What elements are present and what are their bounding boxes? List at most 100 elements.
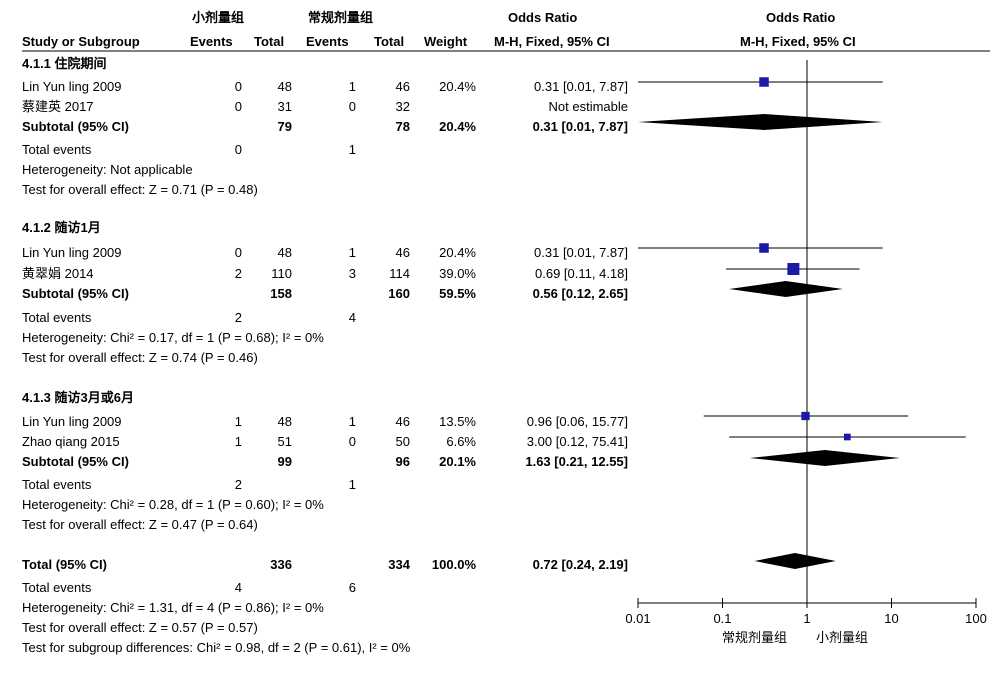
total-events-label: Total events [22, 580, 92, 595]
study-weight: 20.4% [439, 245, 476, 260]
subtotal-label: Subtotal (95% CI) [22, 286, 129, 301]
study-name: Lin Yun ling 2009 [22, 245, 122, 260]
study-ci: 0.96 [0.06, 15.77] [526, 414, 628, 429]
study-events-exp: 0 [234, 79, 242, 94]
subtotal-label: Subtotal (95% CI) [22, 454, 129, 469]
study-marker [843, 433, 851, 441]
total-events-label: Total events [22, 142, 92, 157]
study-name: 黄翠娟 2014 [22, 266, 94, 281]
total-events-exp: 2 [234, 310, 242, 325]
study-events-ctrl: 3 [348, 266, 356, 281]
header-group-ctrl: 常规剂量组 [308, 10, 374, 25]
x-tick-label: 1 [803, 611, 810, 626]
study-weight: 6.6% [446, 434, 476, 449]
plot-layer: 0.01 0.1 1 10 100 [625, 60, 987, 626]
study-events-ctrl: 0 [348, 434, 356, 449]
subtotal-total-exp: 79 [277, 119, 292, 134]
subtotal-total-exp: 158 [270, 286, 292, 301]
study-events-exp: 1 [234, 434, 242, 449]
study-total-ctrl: 46 [395, 245, 410, 260]
total-events-ctrl: 4 [348, 310, 356, 325]
subtotal-total-ctrl: 78 [395, 119, 410, 134]
study-marker [759, 243, 769, 253]
study-weight: 13.5% [439, 414, 476, 429]
x-tick-label: 0.01 [625, 611, 650, 626]
subtotal-ci: 0.56 [0.12, 2.65] [532, 286, 628, 301]
heterogeneity-text: Heterogeneity: Not applicable [22, 162, 193, 177]
subtotal-weight: 20.4% [439, 119, 476, 134]
study-events-exp: 2 [234, 266, 242, 281]
study-total-ctrl: 50 [395, 434, 410, 449]
col-study: Study or Subgroup [22, 34, 140, 49]
col-weight: Weight [424, 34, 468, 49]
heterogeneity-text: Heterogeneity: Chi² = 1.31, df = 4 (P = … [22, 600, 324, 615]
col-method-right: M-H, Fixed, 95% CI [740, 34, 856, 49]
study-total-exp: 48 [277, 414, 292, 429]
total-total-exp: 336 [270, 557, 292, 572]
study-total-ctrl: 114 [389, 266, 410, 281]
study-weight: 39.0% [439, 266, 476, 281]
total-events-ctrl: 1 [348, 477, 356, 492]
study-marker [787, 263, 800, 275]
total-total-ctrl: 334 [388, 557, 410, 572]
header-or-title-right: Odds Ratio [766, 10, 836, 25]
x-tick-label: 10 [884, 611, 898, 626]
study-ci: Not estimable [548, 99, 628, 114]
col-total-exp: Total [254, 34, 285, 49]
col-total-ctrl: Total [374, 34, 405, 49]
study-events-exp: 1 [234, 414, 242, 429]
total-label: Total (95% CI) [22, 557, 107, 572]
study-total-exp: 110 [271, 266, 292, 281]
overall-effect-text: Test for overall effect: Z = 0.47 (P = 0… [22, 517, 258, 532]
subtotal-ci: 0.31 [0.01, 7.87] [532, 119, 628, 134]
subtotal-total-ctrl: 160 [388, 286, 410, 301]
summary-diamond [749, 450, 900, 466]
study-ci: 0.31 [0.01, 7.87] [534, 79, 628, 94]
study-marker [801, 411, 810, 421]
favours-left-label: 常规剂量组 [722, 630, 788, 645]
subgroup-title: 4.1.1 住院期间 [22, 56, 107, 71]
study-total-ctrl: 32 [395, 99, 410, 114]
col-events-ctrl: Events [306, 34, 349, 49]
x-tick-label: 0.1 [713, 611, 731, 626]
header-or-title-left: Odds Ratio [508, 10, 578, 25]
study-events-ctrl: 1 [348, 79, 356, 94]
overall-effect-text: Test for overall effect: Z = 0.57 (P = 0… [22, 620, 258, 635]
summary-diamond [729, 281, 843, 297]
total-events-exp: 2 [234, 477, 242, 492]
study-ci: 0.31 [0.01, 7.87] [534, 245, 628, 260]
study-weight: 20.4% [439, 79, 476, 94]
overall-effect-text: Test for overall effect: Z = 0.71 (P = 0… [22, 182, 258, 197]
study-total-exp: 48 [277, 79, 292, 94]
summary-diamond [754, 553, 836, 569]
study-events-exp: 0 [234, 99, 242, 114]
col-events-exp: Events [190, 34, 233, 49]
subtotal-label: Subtotal (95% CI) [22, 119, 129, 134]
study-total-exp: 48 [277, 245, 292, 260]
subtotal-total-exp: 99 [277, 454, 292, 469]
subgroup-title: 4.1.2 随访1月 [22, 220, 101, 235]
favours-right-label: 小剂量组 [816, 630, 869, 645]
col-method-left: M-H, Fixed, 95% CI [494, 34, 610, 49]
total-events-label: Total events [22, 310, 92, 325]
subtotal-ci: 1.63 [0.21, 12.55] [525, 454, 628, 469]
study-ci: 3.00 [0.12, 75.41] [526, 434, 628, 449]
total-ci: 0.72 [0.24, 2.19] [532, 557, 628, 572]
heterogeneity-text: Heterogeneity: Chi² = 0.17, df = 1 (P = … [22, 330, 324, 345]
study-events-exp: 0 [234, 245, 242, 260]
subtotal-weight: 59.5% [439, 286, 476, 301]
study-name: Lin Yun ling 2009 [22, 414, 122, 429]
subtotal-total-ctrl: 96 [395, 454, 410, 469]
total-events-ctrl: 6 [348, 580, 356, 595]
study-marker [759, 77, 769, 87]
total-events-exp: 0 [234, 142, 242, 157]
study-total-ctrl: 46 [395, 414, 410, 429]
x-tick-label: 100 [965, 611, 987, 626]
subtotal-weight: 20.1% [439, 454, 476, 469]
overall-effect-text: Test for overall effect: Z = 0.74 (P = 0… [22, 350, 258, 365]
subgroup-title: 4.1.3 随访3月或6月 [22, 390, 134, 405]
study-total-exp: 51 [277, 434, 292, 449]
subgroup-differences-text: Test for subgroup differences: Chi² = 0.… [22, 640, 411, 655]
total-events-exp: 4 [234, 580, 242, 595]
